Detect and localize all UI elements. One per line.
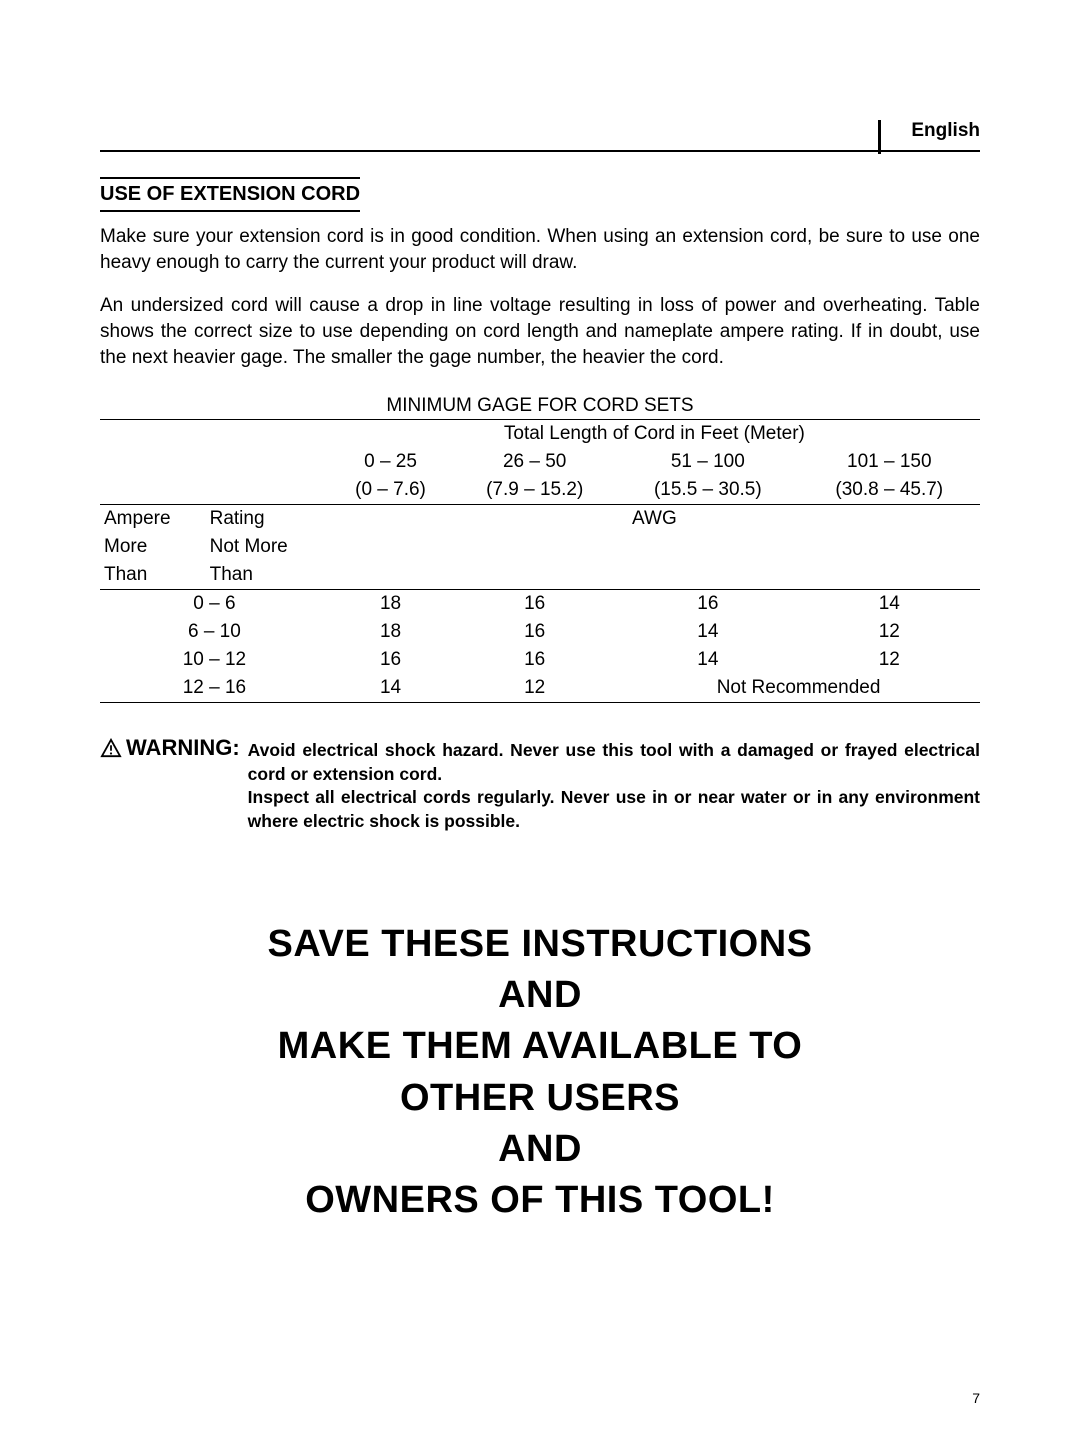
table-subheader: Total Length of Cord in Feet (Meter) — [329, 420, 980, 449]
warning-block: WARNING: Avoid electrical shock hazard. … — [100, 735, 980, 834]
cell: 14 — [329, 674, 452, 703]
table-title: MINIMUM GAGE FOR CORD SETS — [100, 395, 980, 417]
page-number: 7 — [972, 1390, 980, 1406]
col-meters-4: (30.8 – 45.7) — [799, 476, 980, 505]
col-range-4: 101 – 150 — [799, 448, 980, 476]
col-meters-1: (0 – 7.6) — [329, 476, 452, 505]
cell: 16 — [452, 618, 617, 646]
warning-label: WARNING: — [126, 735, 240, 761]
col-meters-3: (15.5 – 30.5) — [617, 476, 798, 505]
rating-label: Rating — [206, 505, 329, 534]
awg-label: AWG — [329, 505, 980, 534]
row-range-3: 12 – 16 — [100, 674, 329, 703]
cord-gage-table: Total Length of Cord in Feet (Meter) 0 –… — [100, 419, 980, 703]
big-line-3: MAKE THEM AVAILABLE TO — [100, 1021, 980, 1072]
cell: 16 — [617, 590, 798, 619]
row-range-0: 0 – 6 — [100, 590, 329, 619]
cell: 18 — [329, 618, 452, 646]
cell: 12 — [452, 674, 617, 703]
col-range-1: 0 – 25 — [329, 448, 452, 476]
than-label-2: Than — [206, 561, 329, 590]
warning-line-2: Inspect all electrical cords regularly. … — [248, 786, 980, 833]
cell: 16 — [452, 646, 617, 674]
col-range-2: 26 – 50 — [452, 448, 617, 476]
big-heading: SAVE THESE INSTRUCTIONS AND MAKE THEM AV… — [100, 919, 980, 1227]
big-line-1: SAVE THESE INSTRUCTIONS — [100, 919, 980, 970]
big-line-5: AND — [100, 1124, 980, 1175]
more-label: More — [100, 533, 206, 561]
row-range-2: 10 – 12 — [100, 646, 329, 674]
row-range-1: 6 – 10 — [100, 618, 329, 646]
cell: 12 — [799, 618, 980, 646]
body-paragraph-1: Make sure your extension cord is in good… — [100, 224, 980, 275]
cell: 16 — [329, 646, 452, 674]
body-paragraph-2: An undersized cord will cause a drop in … — [100, 293, 980, 370]
big-line-2: AND — [100, 970, 980, 1021]
cell: 16 — [452, 590, 617, 619]
cell: 14 — [617, 618, 798, 646]
warning-line-1: Avoid electrical shock hazard. Never use… — [248, 739, 980, 786]
section-heading: USE OF EXTENSION CORD — [100, 177, 360, 212]
big-line-4: OTHER USERS — [100, 1073, 980, 1124]
language-label: English — [878, 120, 980, 154]
warning-triangle-icon — [100, 738, 122, 758]
col-range-3: 51 – 100 — [617, 448, 798, 476]
cell: 12 — [799, 646, 980, 674]
cell: 14 — [799, 590, 980, 619]
big-line-6: OWNERS OF THIS TOOL! — [100, 1175, 980, 1226]
header-rule — [100, 150, 980, 152]
ampere-label: Ampere — [100, 505, 206, 534]
cell: 18 — [329, 590, 452, 619]
notmore-label: Not More — [206, 533, 329, 561]
cell: 14 — [617, 646, 798, 674]
than-label-1: Than — [100, 561, 206, 590]
not-recommended: Not Recommended — [617, 674, 980, 703]
col-meters-2: (7.9 – 15.2) — [452, 476, 617, 505]
